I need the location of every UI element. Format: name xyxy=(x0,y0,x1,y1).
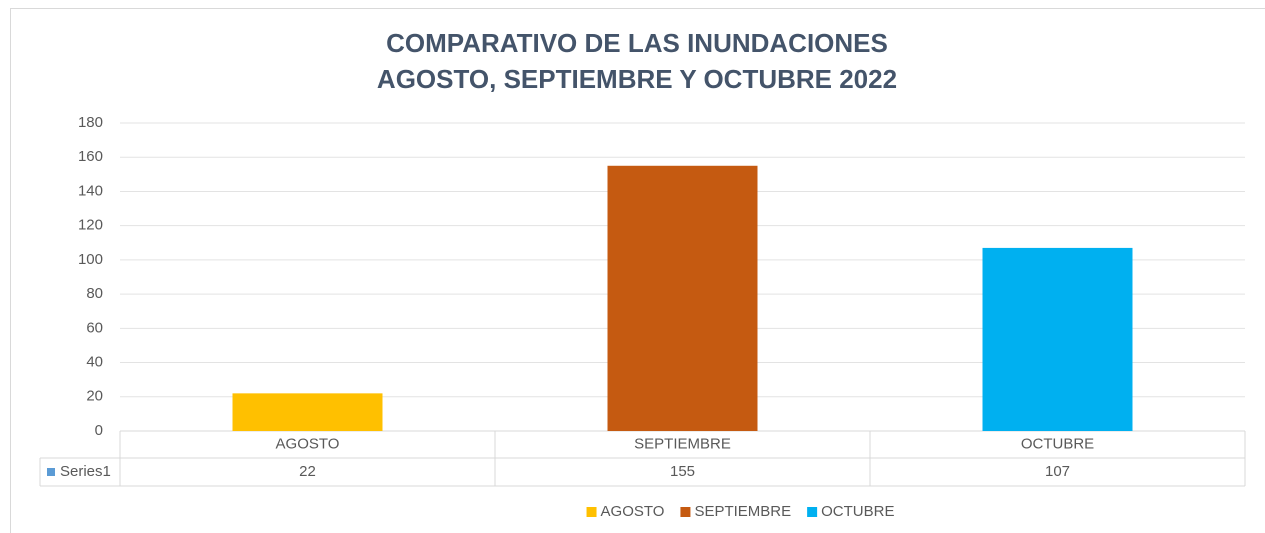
y-tick-label: 140 xyxy=(78,182,103,199)
legend-key xyxy=(807,507,818,517)
bar xyxy=(982,247,1133,431)
table-value: 155 xyxy=(670,463,695,480)
chart-title: COMPARATIVO DE LAS INUNDACIONES xyxy=(386,28,888,58)
y-tick-label: 180 xyxy=(78,114,103,131)
table-value: 107 xyxy=(1045,463,1070,480)
legend-key xyxy=(680,507,691,517)
y-tick-label: 0 xyxy=(95,422,103,439)
chart-title: AGOSTO, SEPTIEMBRE Y OCTUBRE 2022 xyxy=(377,64,897,94)
bar xyxy=(232,393,383,431)
x-tick-label: OCTUBRE xyxy=(1021,435,1094,452)
x-tick-label: AGOSTO xyxy=(276,435,340,452)
legend-label: SEPTIEMBRE xyxy=(694,503,791,520)
x-tick-label: SEPTIEMBRE xyxy=(634,435,731,452)
y-tick-label: 80 xyxy=(86,285,103,302)
y-tick-label: 40 xyxy=(86,354,103,371)
y-tick-label: 100 xyxy=(78,251,103,268)
bar xyxy=(607,165,758,431)
y-tick-label: 60 xyxy=(86,319,103,336)
table-value: 22 xyxy=(299,463,316,480)
series-key xyxy=(47,468,55,476)
y-tick-label: 20 xyxy=(86,388,103,405)
series-name: Series1 xyxy=(60,463,111,480)
legend-label: OCTUBRE xyxy=(821,503,894,520)
legend-key xyxy=(586,507,597,517)
legend-label: AGOSTO xyxy=(601,503,665,520)
y-tick-label: 120 xyxy=(78,217,103,234)
y-tick-label: 160 xyxy=(78,148,103,165)
